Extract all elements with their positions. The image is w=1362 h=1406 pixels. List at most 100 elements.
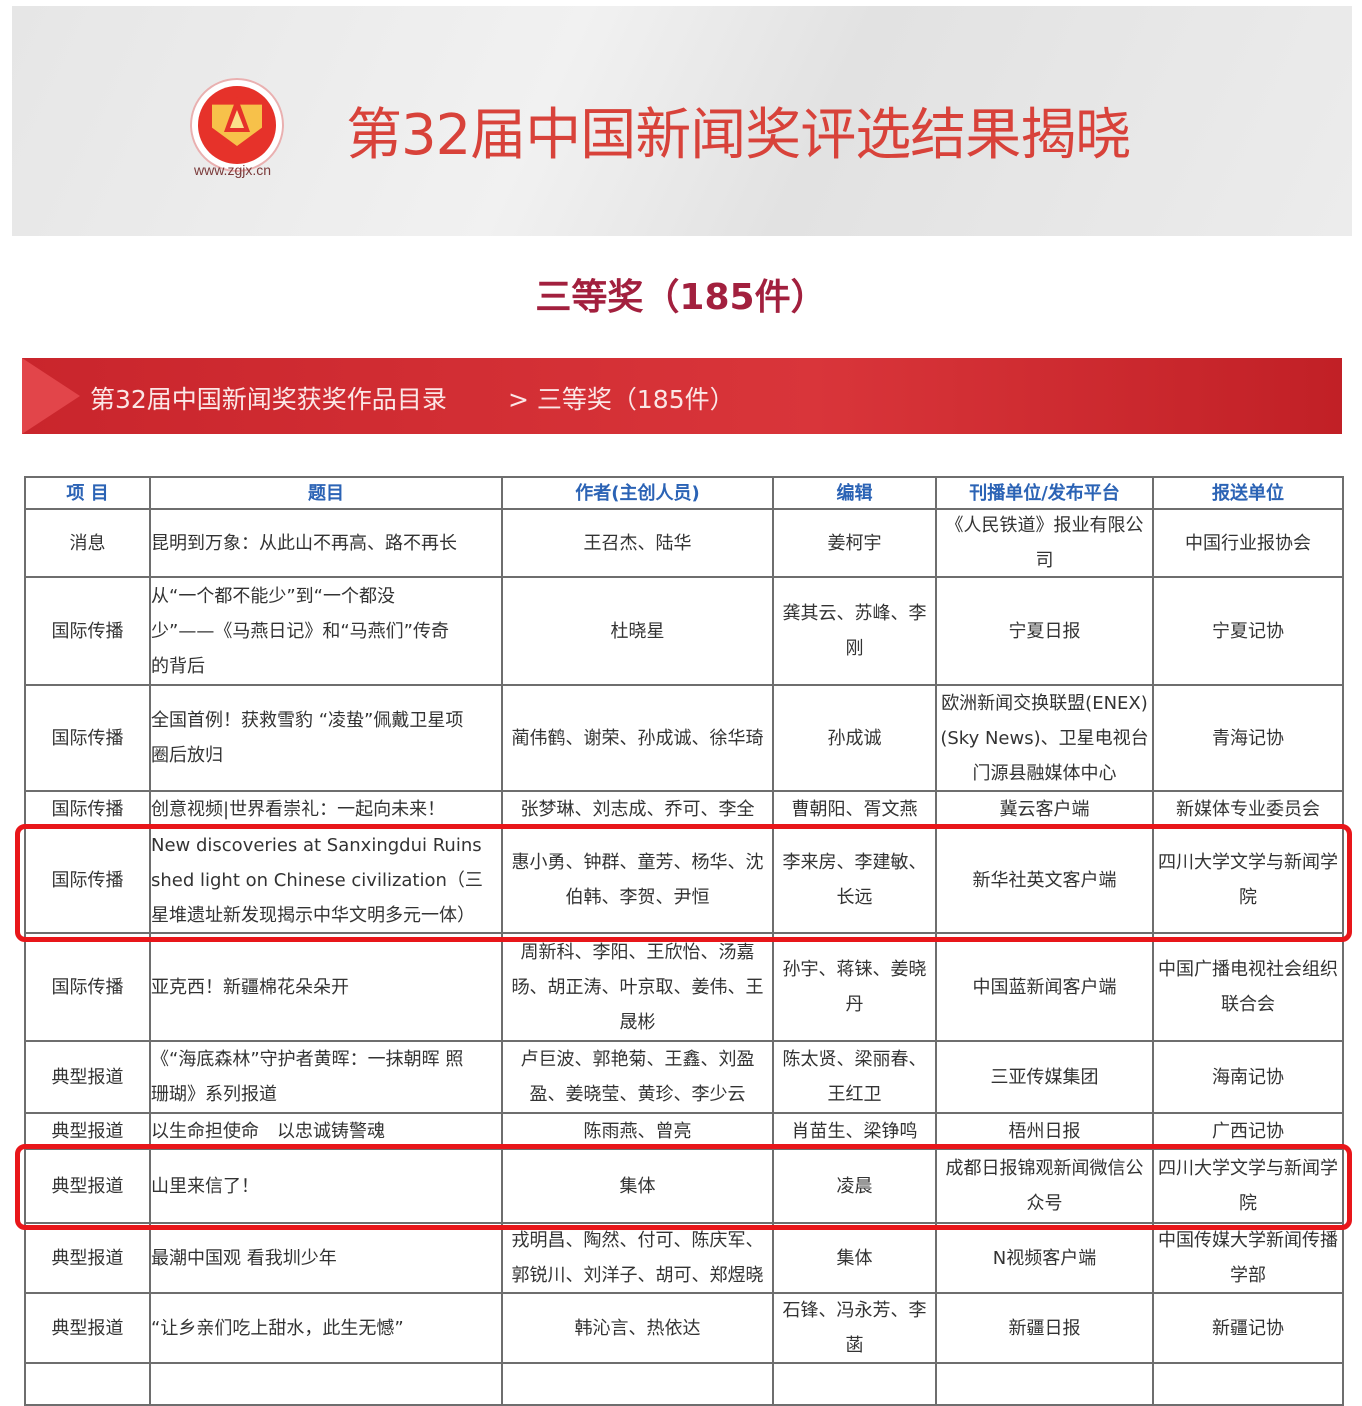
table-row bbox=[24, 1362, 1344, 1406]
cell-text: 蔺伟鹤、谢荣、孙成诚、徐华琦 bbox=[511, 727, 764, 749]
cell-text: 中国传媒大学新闻传播 学部 bbox=[1158, 1230, 1338, 1286]
cell-text: 石锋、冯永芳、李 菡 bbox=[782, 1300, 927, 1356]
table-cell bbox=[501, 1362, 774, 1406]
table-row: 典型报道 以生命担使命 以忠诚铸警魂 陈雨燕、曾亮 肖苗生、梁铮鸣 梧州日报 广西记协 bbox=[24, 1112, 1344, 1150]
table-cell: 集体 bbox=[772, 1222, 937, 1294]
cell-text: 山里来信了！ bbox=[151, 1175, 259, 1197]
cell-text: 四川大学文学与新闻学 院 bbox=[1158, 1158, 1338, 1214]
table-cell: 惠小勇、钟群、童芳、杨华、沈 伯韩、李贺、尹恒 bbox=[501, 826, 774, 934]
table-cell: 宁夏日报 bbox=[935, 576, 1154, 686]
table-cell: 中国行业报协会 bbox=[1152, 508, 1344, 578]
table-cell: 王召杰、陆华 bbox=[501, 508, 774, 578]
header-banner: www.zgjx.cn 第32届中国新闻奖评选结果揭晓 bbox=[12, 6, 1352, 236]
table-cell: 国际传播 bbox=[24, 932, 151, 1042]
table-cell: 周新科、李阳、王欣怡、汤嘉 旸、胡正涛、叶京取、姜伟、王 晟彬 bbox=[501, 932, 774, 1042]
cell-text: 三亚传媒集团 bbox=[990, 1066, 1099, 1088]
cell-text: 典型报道 bbox=[51, 1066, 124, 1088]
cell-text: 曹朝阳、胥文燕 bbox=[791, 798, 918, 820]
table-cell bbox=[149, 1362, 503, 1406]
cell-text: 中国行业报协会 bbox=[1185, 532, 1311, 554]
table-cell: 山里来信了！ bbox=[149, 1148, 503, 1224]
cell-text: 孙成诚 bbox=[827, 727, 882, 749]
table-row: 国际传播 从“一个都不能少”到“一个都没 少”——《马燕日记》和“马燕们”传奇 的… bbox=[24, 576, 1344, 686]
table-cell: 蔺伟鹤、谢荣、孙成诚、徐华琦 bbox=[501, 684, 774, 792]
cell-text: 集体 bbox=[836, 1247, 873, 1269]
cell-text: 广西记协 bbox=[1212, 1120, 1284, 1142]
table-cell: 《“海底森林”守护者黄晖：一抹朝晖 照 珊瑚》系列报道 bbox=[149, 1040, 503, 1114]
cell-text: 冀云客户端 bbox=[999, 798, 1090, 820]
table-cell: 四川大学文学与新闻学 院 bbox=[1152, 1148, 1344, 1224]
cell-text: 梧州日报 bbox=[1008, 1120, 1081, 1142]
table-cell: 集体 bbox=[501, 1148, 774, 1224]
table-row: 国际传播 创意视频|世界看崇礼：一起向未来！ 张梦琳、刘志成、乔可、李全 曹朝阳、胥文… bbox=[24, 790, 1344, 828]
column-header-label: 报送单位 bbox=[1212, 482, 1284, 504]
table-cell: 三亚传媒集团 bbox=[935, 1040, 1154, 1114]
table-cell: 卢巨波、郭艳菊、王鑫、刘盈 盈、姜晓莹、黄珍、李少云 bbox=[501, 1040, 774, 1114]
table-cell: 陈雨燕、曾亮 bbox=[501, 1112, 774, 1150]
table-cell: 李来房、李建敏、 长远 bbox=[772, 826, 937, 934]
table-cell: 国际传播 bbox=[24, 684, 151, 792]
cell-text: 宁夏记协 bbox=[1212, 620, 1284, 642]
table-cell: 典型报道 bbox=[24, 1222, 151, 1294]
table-cell bbox=[772, 1362, 937, 1406]
cell-text: 王召杰、陆华 bbox=[583, 532, 692, 554]
cell-text: 新华社英文客户端 bbox=[972, 869, 1117, 891]
cell-text: N视频客户端 bbox=[992, 1247, 1097, 1269]
awards-table: 项 目 题目 作者(主创人员) 编辑 刊播单位/发布平台 报送单位 消息 昆明到万象：从此山… bbox=[24, 476, 1344, 1406]
cell-text: 新媒体专业委员会 bbox=[1176, 798, 1320, 820]
table-cell: 张梦琳、刘志成、乔可、李全 bbox=[501, 790, 774, 828]
table-cell: 从“一个都不能少”到“一个都没 少”——《马燕日记》和“马燕们”传奇 的背后 bbox=[149, 576, 503, 686]
table-row: 国际传播 New discoveries at Sanxingdui Ruins … bbox=[24, 826, 1344, 934]
column-header: 题目 bbox=[149, 476, 503, 510]
table-cell: 以生命担使命 以忠诚铸警魂 bbox=[149, 1112, 503, 1150]
cell-text: 新疆记协 bbox=[1212, 1317, 1284, 1339]
cell-text: 消息 bbox=[69, 532, 106, 554]
table-row: 典型报道 最潮中国观 看我圳少年 戎明昌、陶然、付可、陈庆军、 郭锐川、刘洋子、胡可… bbox=[24, 1222, 1344, 1294]
table-cell: 新媒体专业委员会 bbox=[1152, 790, 1344, 828]
table-cell: 新疆日报 bbox=[935, 1292, 1154, 1364]
column-header-label: 项 目 bbox=[66, 482, 109, 504]
column-header-label: 题目 bbox=[308, 482, 344, 504]
cell-text: 国际传播 bbox=[51, 869, 124, 891]
breadcrumb-catalog[interactable]: 第32届中国新闻奖获奖作品目录 bbox=[90, 385, 447, 414]
table-row: 国际传播 亚克西！新疆棉花朵朵开 周新科、李阳、王欣怡、汤嘉 旸、胡正涛、叶京取、姜… bbox=[24, 932, 1344, 1042]
breadcrumb-current: > 三等奖（185件） bbox=[508, 385, 735, 414]
cell-text: 典型报道 bbox=[51, 1247, 124, 1269]
table-cell: 亚克西！新疆棉花朵朵开 bbox=[149, 932, 503, 1042]
logo-url: www.zgjx.cn bbox=[194, 162, 272, 178]
cell-text: 卢巨波、郭艳菊、王鑫、刘盈 盈、姜晓莹、黄珍、李少云 bbox=[520, 1049, 755, 1105]
cell-text: 李来房、李建敏、 长远 bbox=[782, 852, 927, 908]
table-cell: 全国首例！获救雪豹 “凌蛰”佩戴卫星项 圈后放归 bbox=[149, 684, 503, 792]
table-cell: 龚其云、苏峰、李 刚 bbox=[772, 576, 937, 686]
table-cell: 曹朝阳、胥文燕 bbox=[772, 790, 937, 828]
cell-text: 姜柯宇 bbox=[827, 532, 882, 554]
table-row: 国际传播 全国首例！获救雪豹 “凌蛰”佩戴卫星项 圈后放归 蔺伟鹤、谢荣、孙成诚、徐… bbox=[24, 684, 1344, 792]
cell-text: 陈雨燕、曾亮 bbox=[583, 1120, 692, 1142]
table-row: 典型报道 山里来信了！ 集体 凌晨 成都日报锦观新闻微信公 众号 四川大学文学与新闻学 院 bbox=[24, 1148, 1344, 1224]
cell-text: 四川大学文学与新闻学 院 bbox=[1158, 852, 1338, 908]
table-cell: 最潮中国观 看我圳少年 bbox=[149, 1222, 503, 1294]
table-cell: 陈太贤、梁丽春、 王红卫 bbox=[772, 1040, 937, 1114]
cell-text: 凌晨 bbox=[836, 1175, 873, 1197]
table-cell bbox=[24, 1362, 151, 1406]
award-subtitle: 三等奖（185件） bbox=[535, 277, 827, 318]
cell-text: 戎明昌、陶然、付可、陈庆军、 郭锐川、刘洋子、胡可、郑煜晓 bbox=[511, 1230, 764, 1286]
table-cell bbox=[1152, 1362, 1344, 1406]
table-cell: New discoveries at Sanxingdui Ruins shed… bbox=[149, 826, 503, 934]
table-cell: 广西记协 bbox=[1152, 1112, 1344, 1150]
table-cell: 凌晨 bbox=[772, 1148, 937, 1224]
table-cell: 国际传播 bbox=[24, 826, 151, 934]
table-row: 典型报道 《“海底森林”守护者黄晖：一抹朝晖 照 珊瑚》系列报道 卢巨波、郭艳菊、王… bbox=[24, 1040, 1344, 1114]
column-header: 报送单位 bbox=[1152, 476, 1344, 510]
cell-text: 中国蓝新闻客户端 bbox=[972, 976, 1117, 998]
table-cell: 成都日报锦观新闻微信公 众号 bbox=[935, 1148, 1154, 1224]
table-cell: 典型报道 bbox=[24, 1112, 151, 1150]
column-header: 编辑 bbox=[772, 476, 937, 510]
cell-text: 海南记协 bbox=[1212, 1066, 1284, 1088]
table-cell: 中国传媒大学新闻传播 学部 bbox=[1152, 1222, 1344, 1294]
arrow-icon bbox=[22, 358, 80, 434]
table-cell: 典型报道 bbox=[24, 1292, 151, 1364]
table-row: 典型报道 “让乡亲们吃上甜水，此生无憾” 韩沁言、热依达 石锋、冯永芳、李 菡 新疆日报… bbox=[24, 1292, 1344, 1364]
zgjx-logo-icon bbox=[190, 78, 284, 172]
table-cell: 创意视频|世界看崇礼：一起向未来！ bbox=[149, 790, 503, 828]
